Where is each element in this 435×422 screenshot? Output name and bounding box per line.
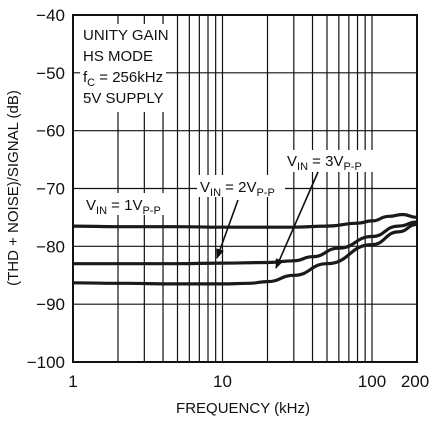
y-tick-label: −80	[36, 237, 65, 256]
x-tick-label: 1	[68, 372, 77, 391]
arrow-3vpp	[275, 171, 319, 269]
y-tick-label: −90	[36, 295, 65, 314]
annotation-hs-mode: HS MODE	[83, 48, 153, 65]
y-tick-label: −50	[36, 64, 65, 83]
arrow-2vpp	[216, 199, 239, 259]
series-label-2vpp: VIN = 2VP-P	[197, 175, 285, 199]
y-tick-label: −70	[36, 180, 65, 199]
chart-series	[72, 212, 418, 286]
x-tick-label: 200	[401, 372, 429, 391]
svg-text:VIN = 2VP-P: VIN = 2VP-P	[200, 179, 275, 199]
x-tick-label: 100	[358, 372, 386, 391]
series-label-1vpp: VIN = 1VP-P	[83, 193, 173, 217]
y-tick-label: −60	[36, 122, 65, 141]
series-label-3vpp: VIN = 3VP-P	[284, 150, 374, 173]
series-line-2	[72, 220, 418, 266]
annotation-supply: 5V SUPPLY	[83, 90, 164, 107]
x-axis-label: FREQUENCY (kHz)	[176, 400, 310, 417]
annotation-clock-frequency: fC = 256kHz	[83, 69, 163, 89]
svg-text:VIN = 1VP-P: VIN = 1VP-P	[86, 197, 161, 217]
annotation-unity-gain: UNITY GAIN	[83, 27, 169, 44]
svg-text:VIN = 3VP-P: VIN = 3VP-P	[287, 153, 362, 173]
x-tick-label: 10	[213, 372, 232, 391]
series-line-1	[72, 212, 418, 229]
series-line-3	[72, 222, 418, 286]
y-tick-label: −40	[36, 6, 65, 25]
plot-frame	[72, 14, 418, 363]
y-tick-label: −100	[27, 353, 65, 372]
y-axis-label: (THD + NOISE)/SIGNAL (dB)	[5, 90, 22, 286]
conditions-annotation: UNITY GAIN HS MODE fC = 256kHz 5V SUPPLY	[80, 24, 169, 112]
